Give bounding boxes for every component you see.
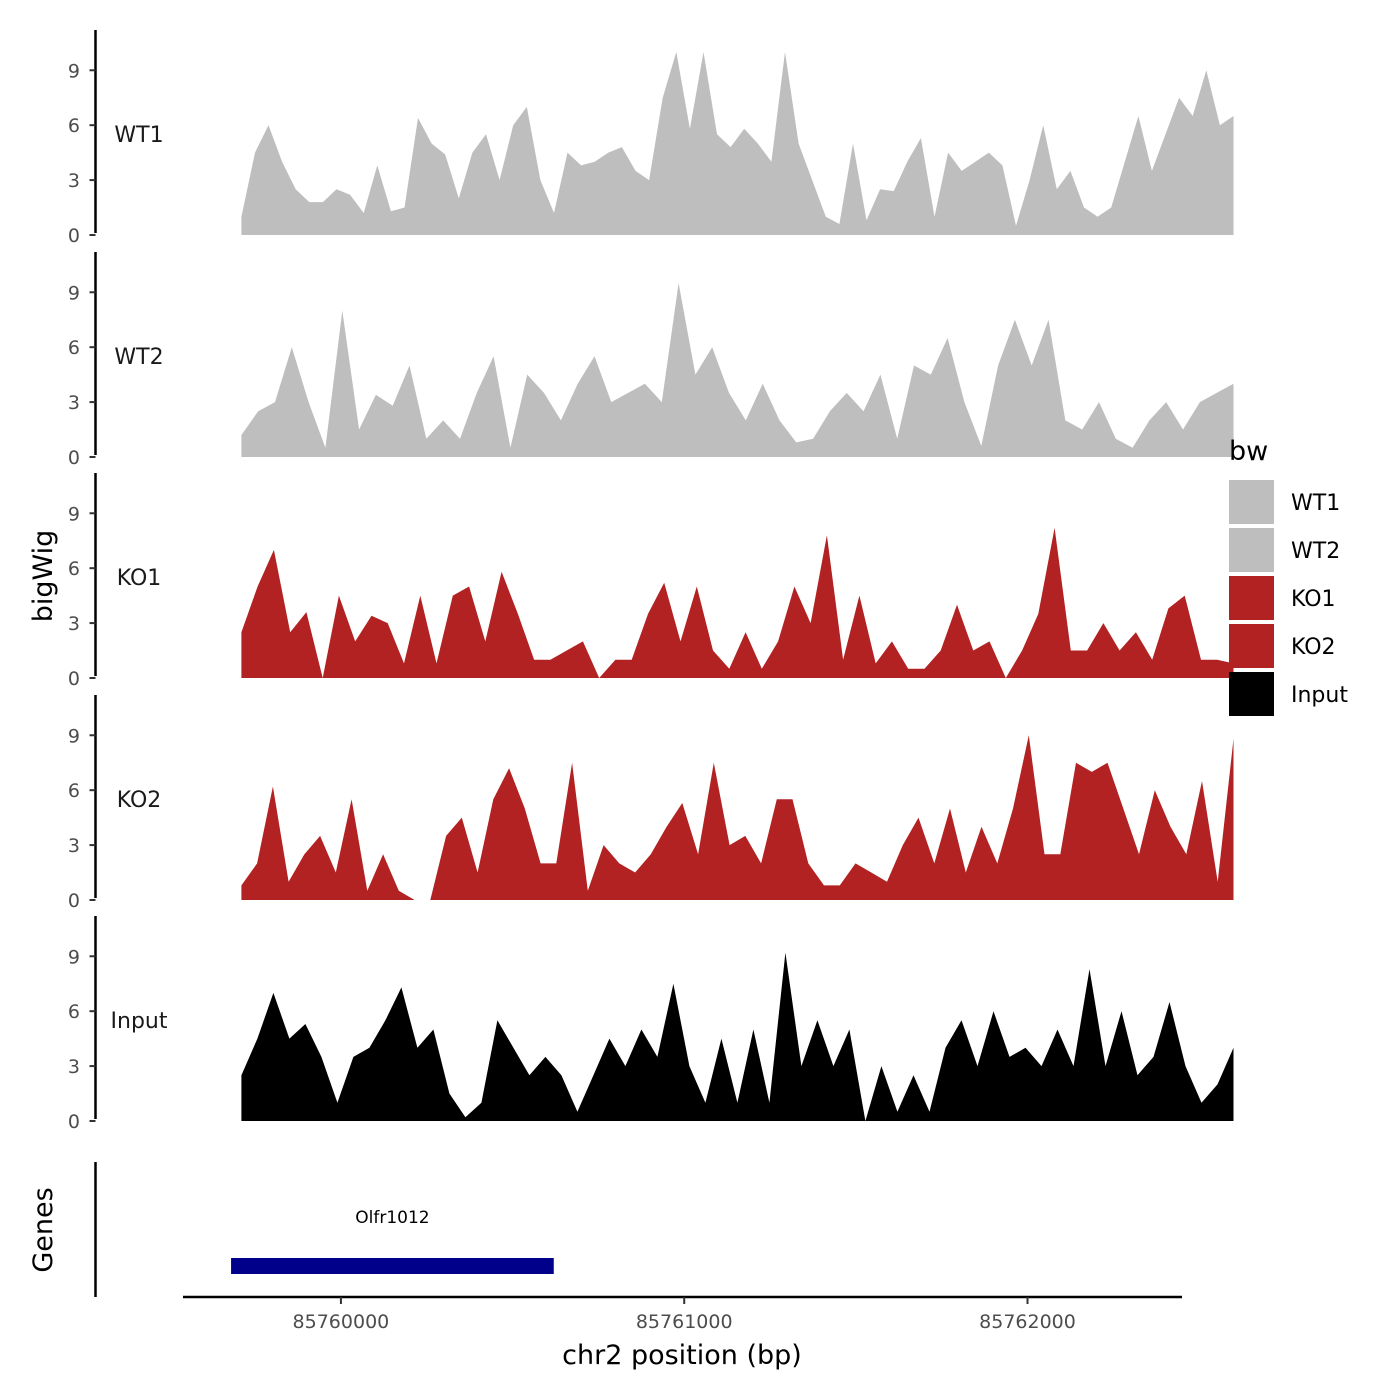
track-ko1: 0 3 6 9 KO1 — [68, 473, 1234, 690]
x-tick-label: 85760000 — [293, 1311, 390, 1333]
x-axis-title: chr2 position (bp) — [562, 1340, 802, 1371]
track-label-wt1: WT1 — [114, 123, 163, 148]
legend-items: WT1 WT2 KO1 KO2 Input — [1229, 480, 1348, 716]
track-label-ko2: KO2 — [117, 788, 162, 813]
legend-swatch-input — [1229, 672, 1274, 716]
x-axis: 85760000 85761000 85762000 chr2 position (… — [183, 1295, 1182, 1371]
signal-area-wt1 — [241, 52, 1234, 235]
legend-label-wt2: WT2 — [1291, 539, 1340, 564]
signal-area-ko1 — [241, 527, 1234, 678]
y-tick-label: 9 — [68, 725, 80, 747]
y-tick-label: 0 — [68, 447, 80, 469]
y-tick-label: 3 — [68, 170, 80, 192]
legend-label-ko1: KO1 — [1291, 587, 1336, 612]
gene-label: Olfr1012 — [355, 1208, 429, 1228]
y-axis-title: bigWig — [28, 530, 59, 623]
track-label-input: Input — [111, 1009, 168, 1034]
y-tick-label: 3 — [68, 835, 80, 857]
y-tick-label: 0 — [68, 890, 80, 912]
x-tick-label: 85762000 — [979, 1311, 1076, 1333]
legend-label-ko2: KO2 — [1291, 635, 1336, 660]
gene-feature-olfr1012 — [231, 1258, 554, 1274]
y-tick-label: 0 — [68, 1111, 80, 1133]
gene-features: Olfr1012 — [231, 1208, 554, 1274]
y-tick-label: 9 — [68, 503, 80, 525]
y-tick-label: 0 — [68, 668, 80, 690]
y-tick-label: 6 — [68, 337, 80, 359]
legend-label-wt1: WT1 — [1291, 491, 1340, 516]
x-axis-ticks: 85760000 85761000 85762000 — [293, 1297, 1076, 1333]
legend-label-input: Input — [1291, 683, 1348, 708]
track-label-ko1: KO1 — [117, 566, 162, 591]
gene-panel: Genes Olfr1012 — [28, 1162, 554, 1297]
legend: bw WT1 WT2 KO1 KO2 Input — [1229, 436, 1348, 716]
track-ko2: 0 3 6 9 KO2 — [68, 695, 1234, 912]
x-tick-label: 85761000 — [636, 1311, 733, 1333]
gene-panel-title: Genes — [28, 1187, 59, 1272]
signal-area-wt2 — [241, 283, 1234, 457]
legend-swatch-ko2 — [1229, 624, 1274, 668]
y-tick-label: 6 — [68, 115, 80, 137]
y-tick-label: 9 — [68, 60, 80, 82]
legend-swatch-wt1 — [1229, 480, 1274, 524]
track-label-wt2: WT2 — [114, 345, 163, 370]
y-tick-label: 3 — [68, 392, 80, 414]
signal-tracks: 0 3 6 9 WT1 0 3 6 9 WT2 0 3 6 9 KO1 0 3 6 9 KO2 0 3 6 9 Input — [68, 30, 1234, 1133]
y-tick-label: 0 — [68, 225, 80, 247]
signal-area-input — [241, 952, 1234, 1121]
track-input: 0 3 6 9 Input — [68, 916, 1234, 1133]
track-wt2: 0 3 6 9 WT2 — [68, 252, 1234, 469]
y-tick-label: 3 — [68, 613, 80, 635]
legend-swatch-wt2 — [1229, 528, 1274, 572]
y-tick-label: 3 — [68, 1056, 80, 1078]
y-tick-label: 6 — [68, 558, 80, 580]
track-wt1: 0 3 6 9 WT1 — [68, 30, 1234, 247]
signal-area-ko2 — [241, 735, 1234, 900]
legend-swatch-ko1 — [1229, 576, 1274, 620]
y-tick-label: 6 — [68, 1001, 80, 1023]
legend-title: bw — [1229, 436, 1268, 467]
y-tick-label: 9 — [68, 282, 80, 304]
y-tick-label: 9 — [68, 946, 80, 968]
y-tick-label: 6 — [68, 780, 80, 802]
